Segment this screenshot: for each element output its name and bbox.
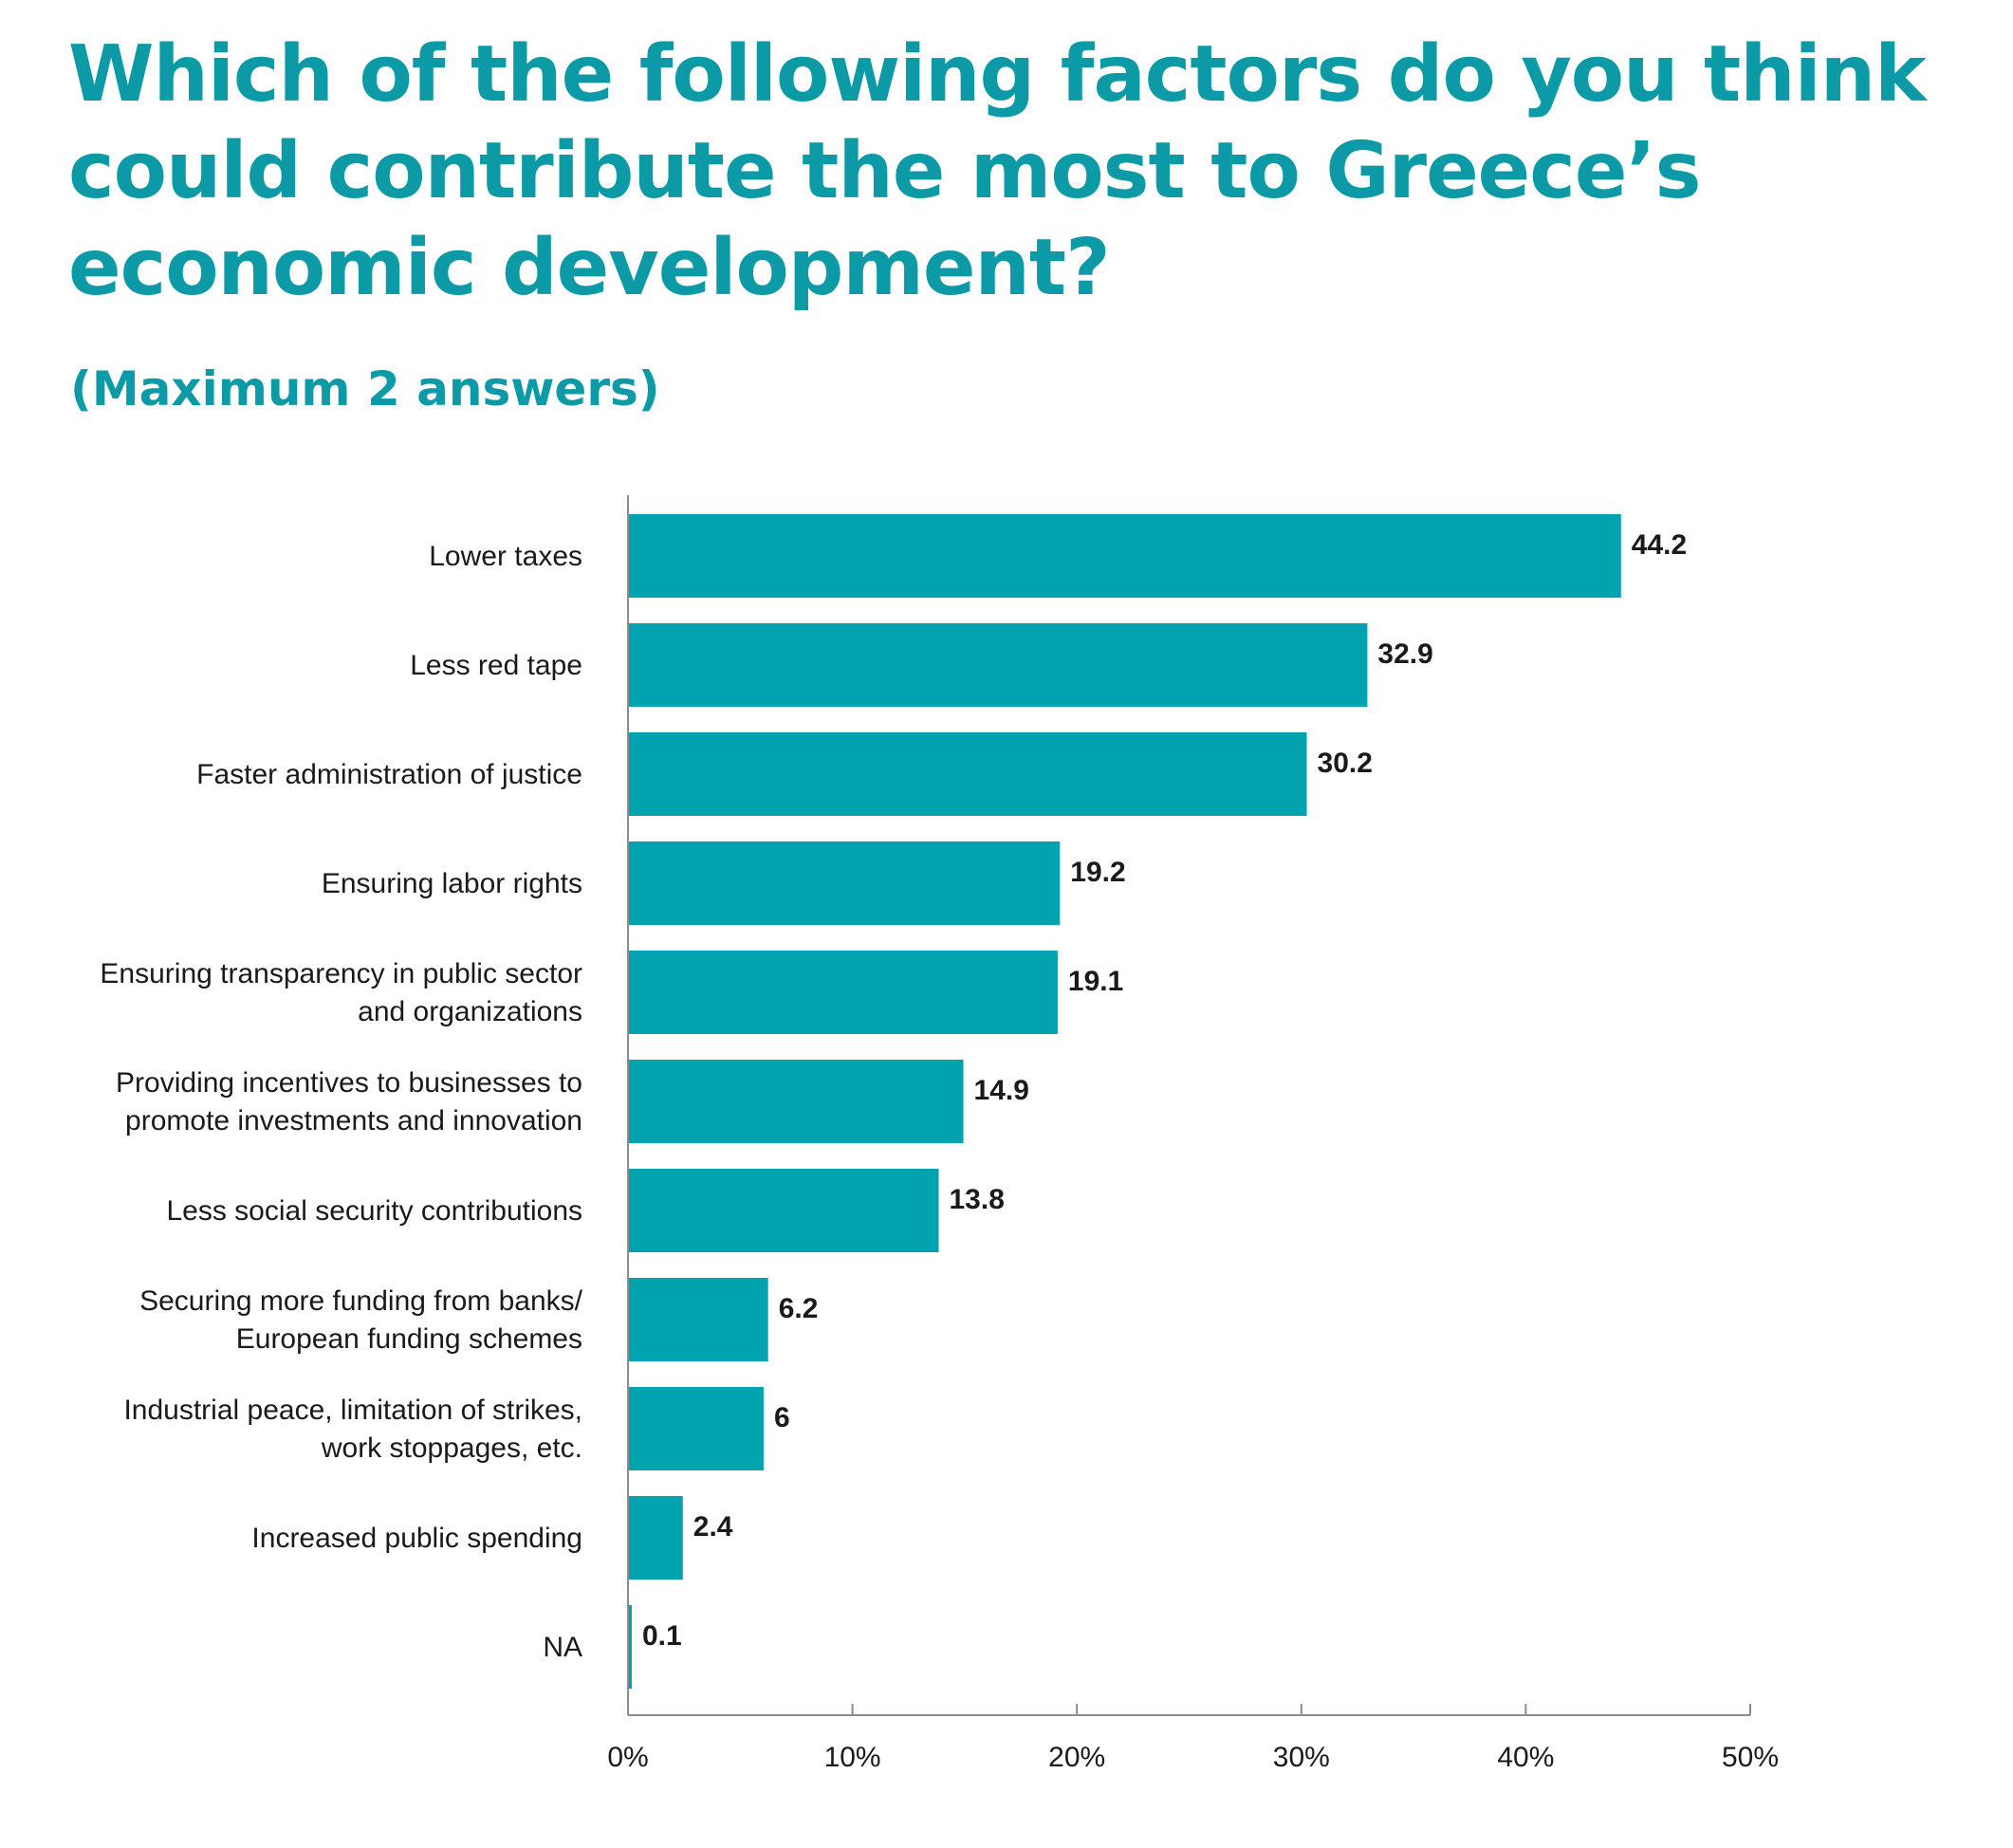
value-label-5: 19.1 <box>1068 966 1123 997</box>
category-label-7: Less social security contributions <box>166 1195 582 1227</box>
bar-11 <box>629 1605 632 1689</box>
category-label-11: NA <box>543 1632 582 1663</box>
value-label-4: 19.2 <box>1070 857 1125 888</box>
category-labels: Lower taxes Less red tape Faster administr… <box>100 541 582 1663</box>
axes: 0% 10% 20% 30% 40% 50% <box>607 495 1779 1773</box>
value-label-9: 6 <box>774 1402 790 1433</box>
category-label-1: Lower taxes <box>429 541 582 572</box>
value-labels: 44.2 32.9 30.2 19.2 19.1 14.9 13.8 6.2 6 2.4 0.1 <box>642 529 1687 1652</box>
x-tick-label-0: 0% <box>607 1742 648 1773</box>
category-label-5: Ensuring transparency in public sector an… <box>100 958 582 1027</box>
category-label-3: Faster administration of justice <box>196 759 582 790</box>
chart-subtitle: (Maximum 2 answers) <box>70 361 660 416</box>
x-tick-label-2: 20% <box>1048 1742 1105 1773</box>
x-tick-label-4: 40% <box>1497 1742 1554 1773</box>
value-label-8: 6.2 <box>779 1293 819 1324</box>
bar-7 <box>629 1169 939 1252</box>
bars-layer <box>629 514 1621 1689</box>
category-label-10: Increased public spending <box>251 1523 582 1554</box>
bar-8 <box>629 1278 768 1361</box>
bar-1 <box>629 514 1621 598</box>
value-label-11: 0.1 <box>642 1620 682 1652</box>
value-label-2: 32.9 <box>1377 638 1432 670</box>
category-label-9: Industrial peace, limitation of strikes,… <box>123 1395 582 1464</box>
value-label-1: 44.2 <box>1632 529 1687 561</box>
x-tick-label-1: 10% <box>824 1742 881 1773</box>
value-label-10: 2.4 <box>693 1511 733 1543</box>
category-label-8: Securing more funding from banks/Europea… <box>139 1285 583 1355</box>
bar-10 <box>629 1496 683 1580</box>
bar-5 <box>629 951 1058 1034</box>
bar-3 <box>629 732 1307 816</box>
bar-6 <box>629 1060 964 1143</box>
category-label-4: Ensuring labor rights <box>322 868 582 899</box>
category-label-2: Less red tape <box>410 650 582 681</box>
x-tick-label-3: 30% <box>1273 1742 1330 1773</box>
bar-9 <box>629 1387 764 1470</box>
value-label-7: 13.8 <box>950 1184 1005 1215</box>
x-tick-label-5: 50% <box>1722 1742 1779 1773</box>
value-label-3: 30.2 <box>1318 748 1373 779</box>
value-label-6: 14.9 <box>974 1075 1029 1106</box>
category-label-6: Providing incentives to businesses to pro… <box>116 1067 582 1137</box>
bar-4 <box>629 841 1061 925</box>
bar-2 <box>629 623 1368 707</box>
chart-title: Which of the following factors do you th… <box>68 29 1927 313</box>
